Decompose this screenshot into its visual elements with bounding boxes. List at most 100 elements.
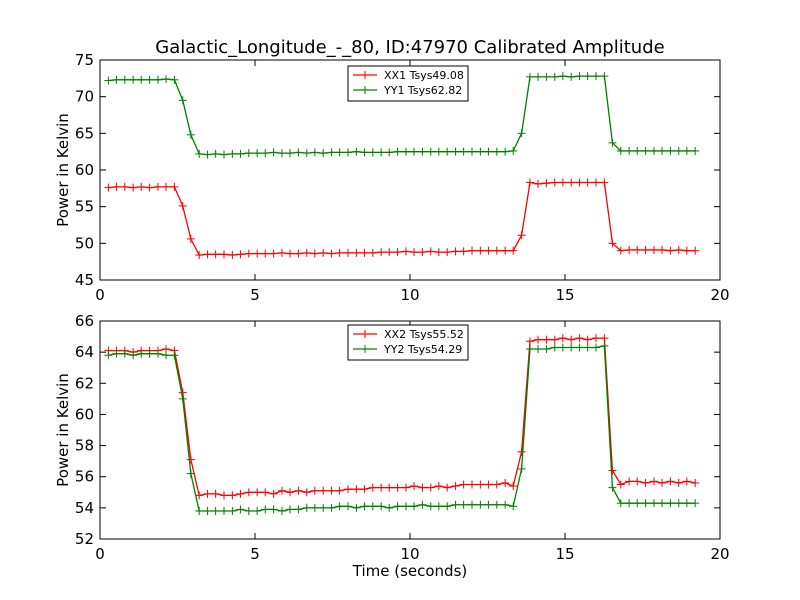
- data-point: [277, 248, 286, 257]
- data-point: [377, 148, 386, 157]
- data-point: [459, 247, 468, 256]
- legend: XX2 Tsys55.52 YY2 Tsys54.29: [347, 324, 469, 361]
- data-point: [691, 478, 700, 487]
- y-tick-label: 65: [75, 124, 94, 142]
- bottom-plot-panel: 0 5 10 15 20 52 54 56 58 60 62 64 66 XX2 Tsys55.52 YY2…: [75, 312, 730, 563]
- data-point: [426, 483, 435, 492]
- data-point: [451, 500, 460, 509]
- data-point: [542, 345, 551, 354]
- data-point: [583, 343, 592, 352]
- data-point: [120, 182, 129, 191]
- data-point: [302, 149, 311, 158]
- data-point: [517, 129, 526, 138]
- data-point: [633, 477, 642, 486]
- x-tick-label: 15: [555, 286, 574, 304]
- data-point: [484, 500, 493, 509]
- data-point: [534, 72, 543, 81]
- data-point: [451, 147, 460, 156]
- data-point: [277, 149, 286, 158]
- data-point: [418, 248, 427, 257]
- data-point: [211, 506, 220, 515]
- data-point: [244, 249, 253, 258]
- legend: XX1 Tsys49.08 YY1 Tsys62.82: [347, 65, 469, 102]
- data-point: [153, 349, 162, 358]
- y-tick-label: 58: [75, 437, 94, 455]
- data-point: [509, 482, 518, 491]
- data-point: [649, 499, 658, 508]
- data-point: [492, 147, 501, 156]
- data-point: [625, 499, 634, 508]
- data-point: [294, 148, 303, 157]
- data-point: [600, 334, 609, 343]
- data-point: [319, 486, 328, 495]
- data-point: [244, 506, 253, 515]
- data-point: [476, 246, 485, 255]
- data-point: [583, 72, 592, 81]
- data-point: [377, 248, 386, 257]
- y-tick-label: 60: [75, 161, 94, 179]
- data-point: [162, 75, 171, 84]
- data-point: [269, 505, 278, 514]
- data-point: [658, 478, 667, 487]
- data-point: [649, 146, 658, 155]
- data-point: [418, 483, 427, 492]
- data-point: [401, 483, 410, 492]
- data-point: [649, 477, 658, 486]
- data-point: [244, 149, 253, 158]
- data-point: [294, 505, 303, 514]
- data-point: [344, 248, 352, 257]
- legend-label: YY1 Tsys62.82: [383, 84, 462, 97]
- data-point: [443, 147, 452, 156]
- data-point: [203, 489, 212, 498]
- data-point: [170, 182, 179, 191]
- y-tick-label: 52: [75, 530, 94, 548]
- data-point: [600, 341, 609, 350]
- chart-title: Galactic_Longitude_-_80, ID:47970 Calibr…: [155, 37, 664, 58]
- data-point: [277, 506, 286, 515]
- y-tick-label: 64: [75, 343, 94, 361]
- data-point: [451, 482, 460, 491]
- data-point: [220, 150, 228, 159]
- data-point: [691, 246, 700, 255]
- data-point: [327, 249, 336, 258]
- data-point: [178, 394, 187, 403]
- x-tick-label: 5: [250, 545, 260, 563]
- data-point: [195, 506, 204, 515]
- data-point: [575, 178, 584, 187]
- data-point: [443, 502, 452, 511]
- data-point: [104, 183, 113, 192]
- data-point: [170, 75, 179, 84]
- data-point: [220, 491, 228, 500]
- data-point: [393, 147, 402, 156]
- data-point: [286, 249, 295, 258]
- data-point: [509, 246, 518, 255]
- data-point: [501, 478, 510, 487]
- data-point: [377, 483, 386, 492]
- plot-area: [104, 334, 700, 515]
- data-point: [153, 75, 162, 84]
- data-point: [211, 489, 220, 498]
- data-point: [186, 469, 195, 478]
- plot-area: [104, 72, 700, 260]
- data-point: [186, 234, 195, 243]
- data-point: [104, 76, 113, 85]
- data-point: [186, 455, 195, 464]
- data-point: [335, 486, 344, 495]
- data-point: [658, 245, 667, 254]
- data-point: [410, 482, 419, 491]
- data-point: [534, 335, 543, 344]
- data-point: [368, 502, 377, 511]
- data-point: [228, 251, 237, 260]
- x-tick-label: 20: [710, 286, 729, 304]
- data-point: [236, 250, 245, 259]
- data-point: [682, 146, 691, 155]
- data-point: [261, 488, 270, 497]
- data-point: [592, 334, 600, 343]
- data-point: [401, 147, 410, 156]
- data-point: [236, 149, 245, 158]
- data-point: [104, 351, 113, 360]
- data-point: [335, 502, 344, 511]
- data-point: [129, 183, 138, 192]
- data-point: [203, 150, 212, 159]
- data-point: [633, 499, 642, 508]
